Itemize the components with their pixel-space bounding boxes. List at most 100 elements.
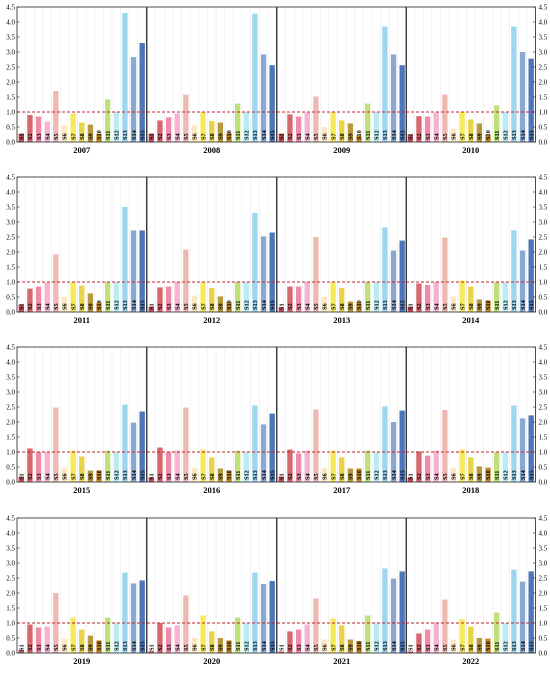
category-label-S3: S3 [296,303,303,310]
category-label-S13: S13 [511,641,518,651]
y-tick-label: 1.5 [6,604,15,612]
bar-2015-S6 [61,467,68,482]
category-label-S3: S3 [36,303,43,310]
category-label-S9: S9 [477,133,484,140]
panel-frame [276,176,407,313]
bar-2008-S12 [243,112,249,142]
y-tick-label: 1.0 [6,448,15,456]
y-tick-label-right: 4.5 [539,514,548,522]
bar-2016-S11 [234,450,241,482]
bar-2018-S3 [424,455,431,482]
bar-2012-S12 [243,282,249,312]
bar-2008-S6 [191,125,198,142]
panel-2016: S1 S2 S3 S4 S5 S6 S7 S8 S9 S10 S11 S12 S13 S14 S15 2016 [146,346,277,495]
y-tick-label-right: 0.0 [539,478,548,486]
bar-2018-S14 [519,418,526,482]
category-label-S12: S12 [373,470,380,480]
bar-2018-S1 [407,477,413,482]
category-label-S6: S6 [322,133,329,140]
category-label-S8: S8 [79,644,86,651]
panel-2014: 0.0 0.5 1.0 1.5 2.0 2.5 3.0 3.5 4.0 4.5 S1 S2 S3 S4 S5… [405,173,548,325]
year-label: 2016 [203,485,220,495]
bar-2016-S7 [200,449,206,482]
bar-2007-S9 [87,124,94,142]
category-label-S6: S6 [192,303,199,310]
category-label-S5: S5 [183,303,190,310]
bar-2007-S2 [27,115,33,142]
category-label-S10: S10 [485,470,492,480]
bar-2020-S6 [191,638,198,653]
category-label-S7: S7 [459,303,466,310]
category-label-S14: S14 [131,469,138,480]
category-label-S9: S9 [218,133,225,140]
category-label-S12: S12 [113,470,120,480]
category-label-S15: S15 [269,300,276,310]
y-tick-label: 1.5 [6,433,15,441]
bar-2007-S8 [79,122,85,142]
y-tick-label-right: 2.5 [539,63,548,71]
category-label-S7: S7 [70,473,77,480]
bar-2017-S8 [339,457,345,482]
category-label-S10: S10 [226,470,233,480]
bar-2014-S9 [476,299,483,312]
y-tick-label: 2.5 [6,403,15,411]
category-label-S12: S12 [113,300,120,310]
bar-2016-S8 [209,457,215,482]
bar-2009-S12 [373,112,379,142]
category-label-S2: S2 [157,473,164,480]
category-label-S5: S5 [442,303,449,310]
y-tick-label: 4.0 [6,188,15,196]
bar-2016-S3 [165,452,172,482]
category-label-S12: S12 [243,130,250,140]
category-label-S10: S10 [226,641,233,651]
bar-2018-S11 [493,452,500,482]
category-label-S9: S9 [348,303,355,310]
year-label: 2017 [333,485,351,495]
category-label-S4: S4 [44,132,51,140]
category-label-S9: S9 [88,473,95,480]
category-label-S2: S2 [287,303,294,310]
bar-2008-S7 [200,112,206,142]
category-label-S3: S3 [36,473,43,480]
bar-2010-S7 [459,112,465,142]
category-label-S3: S3 [36,133,43,140]
bar-2014-S7 [459,280,465,312]
year-label: 2015 [73,485,90,495]
category-label-S15: S15 [399,130,406,140]
y-tick-label-right: 0.0 [539,649,548,657]
category-label-S14: S14 [391,640,398,651]
bar-2014-S6 [450,296,457,312]
panel-frame [405,346,536,483]
year-label: 2022 [462,656,479,666]
category-label-S3: S3 [166,473,173,480]
bar-2011-S2 [27,288,33,312]
bar-2019-S2 [27,624,33,653]
bar-2021-S6 [321,639,328,653]
category-label-S12: S12 [502,130,509,140]
category-label-S2: S2 [416,303,423,310]
category-label-S8: S8 [79,473,86,480]
bar-2013-S13 [382,227,388,312]
bar-2016-S2 [157,447,163,482]
category-label-S10: S10 [96,470,103,480]
bar-2009-S1 [278,133,284,142]
category-label-S4: S4 [44,302,51,310]
bar-2020-S10 [226,640,232,653]
category-label-S12: S12 [373,130,380,140]
bar-2018-S15 [528,415,534,482]
category-label-S2: S2 [27,473,34,480]
bar-2021-S12 [373,623,379,653]
bar-2016-S15 [269,413,275,482]
category-label-S3: S3 [36,644,43,651]
category-label-S4: S4 [304,302,311,310]
bar-2019-S8 [79,629,85,653]
bar-2009-S6 [321,127,328,142]
y-tick-label: 4.5 [6,3,15,11]
y-tick-label-right: 3.0 [539,218,548,226]
category-label-S9: S9 [348,473,355,480]
panel-frame [146,517,277,654]
bar-2012-S13 [252,213,258,312]
category-label-S11: S11 [494,471,501,480]
bar-2020-S14 [260,584,267,653]
category-label-S12: S12 [502,300,509,310]
